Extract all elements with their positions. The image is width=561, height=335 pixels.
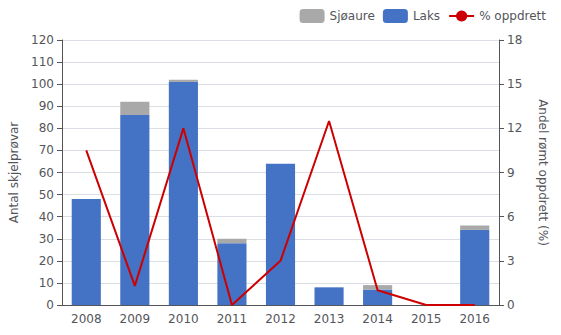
svg-text:50: 50 xyxy=(39,188,54,202)
svg-text:20: 20 xyxy=(39,254,54,268)
svg-text:2009: 2009 xyxy=(120,312,151,326)
svg-text:Antal skjelprøvar: Antal skjelprøvar xyxy=(7,122,21,224)
svg-text:90: 90 xyxy=(39,99,54,113)
svg-text:2016: 2016 xyxy=(459,312,490,326)
svg-text:100: 100 xyxy=(31,77,54,91)
svg-text:2015: 2015 xyxy=(411,312,442,326)
svg-text:0: 0 xyxy=(507,298,515,312)
svg-text:30: 30 xyxy=(39,232,54,246)
svg-text:2014: 2014 xyxy=(362,312,393,326)
svg-text:2012: 2012 xyxy=(265,312,296,326)
svg-text:80: 80 xyxy=(39,121,54,135)
svg-text:10: 10 xyxy=(39,276,54,290)
svg-text:60: 60 xyxy=(39,166,54,180)
svg-text:110: 110 xyxy=(31,55,54,69)
svg-text:Sjøaure: Sjøaure xyxy=(330,9,375,23)
svg-text:18: 18 xyxy=(507,33,522,47)
svg-text:3: 3 xyxy=(507,254,515,268)
svg-text:70: 70 xyxy=(39,143,54,157)
svg-text:40: 40 xyxy=(39,210,54,224)
svg-text:2013: 2013 xyxy=(314,312,345,326)
svg-text:120: 120 xyxy=(31,33,54,47)
svg-text:0: 0 xyxy=(46,298,54,312)
svg-text:Laks: Laks xyxy=(413,9,440,23)
svg-text:2008: 2008 xyxy=(71,312,102,326)
svg-text:15: 15 xyxy=(507,77,522,91)
svg-text:Andel rømt oppdrett (%): Andel rømt oppdrett (%) xyxy=(536,99,550,246)
svg-text:6: 6 xyxy=(507,210,515,224)
svg-text:% oppdrett: % oppdrett xyxy=(479,9,546,23)
svg-text:12: 12 xyxy=(507,121,522,135)
svg-text:2011: 2011 xyxy=(217,312,248,326)
svg-text:9: 9 xyxy=(507,166,515,180)
svg-text:2010: 2010 xyxy=(168,312,199,326)
